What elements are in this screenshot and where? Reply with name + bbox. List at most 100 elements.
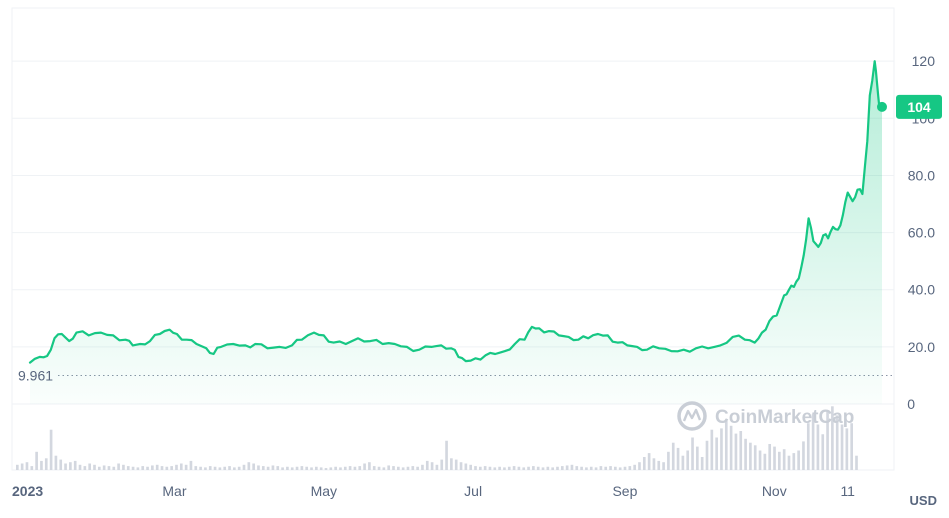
label-layer: 20.040.060.080.010012009.9612023MarMayJu… [12, 53, 942, 508]
volume-bar [806, 423, 810, 470]
volume-bar [392, 466, 395, 470]
volume-bar [329, 467, 333, 470]
current-price-dot [877, 101, 887, 112]
x-tick-label: Sep [612, 483, 637, 499]
volume-bar [792, 453, 796, 470]
volume-bar [541, 467, 545, 470]
volume-bar [739, 431, 743, 470]
volume-bar [503, 467, 506, 470]
volume-bar [397, 466, 400, 470]
volume-bar [430, 462, 434, 470]
volume-bar [276, 466, 280, 470]
volume-bar [49, 429, 53, 470]
volume-layer [16, 406, 858, 470]
volume-bar [189, 460, 193, 470]
volume-bar [305, 466, 309, 470]
plot-frame [11, 7, 895, 471]
volume-bar [594, 467, 598, 470]
y-tick-label: 20.0 [908, 339, 935, 355]
volume-bar [512, 466, 516, 470]
current-price-label: 104 [907, 99, 931, 115]
volume-bar [551, 467, 554, 470]
volume-bar [377, 466, 381, 470]
volume-bar [816, 424, 820, 470]
volume-bar [715, 437, 718, 470]
volume-bar [204, 467, 207, 470]
volume-bar [348, 466, 352, 470]
volume-bar [498, 466, 501, 470]
volume-bar [126, 466, 130, 470]
volume-bar [368, 462, 371, 470]
volume-bar [768, 444, 772, 470]
volume-bar [676, 447, 680, 470]
x-tick-label: Nov [762, 483, 787, 499]
volume-bar [474, 466, 477, 470]
volume-bar [237, 466, 241, 470]
volume-bar [382, 467, 386, 470]
volume-bar [647, 453, 651, 470]
y-tick-label-zero: 0 [907, 396, 915, 412]
volume-bar [213, 466, 217, 470]
volume-bar [97, 466, 101, 470]
volume-bar [749, 442, 752, 470]
volume-bar [64, 463, 67, 470]
volume-bar [705, 440, 709, 470]
volume-bar [469, 464, 473, 470]
volume-bar [821, 434, 825, 470]
volume-bar [696, 446, 699, 470]
volume-bar [681, 455, 685, 470]
volume-bar [507, 466, 511, 470]
line-layer [28, 60, 887, 364]
volume-bar [247, 462, 251, 470]
volume-bar [295, 466, 299, 470]
volume-bar [421, 464, 424, 470]
volume-bar [440, 459, 444, 470]
volume-bar [782, 449, 786, 470]
volume-bar [83, 466, 87, 470]
volume-bar [667, 451, 670, 470]
x-tick-label: Mar [162, 483, 186, 499]
volume-bar [797, 450, 800, 470]
volume-bar [93, 464, 96, 470]
watermark: CoinMarketCap [677, 401, 854, 431]
y-tick-label: 60.0 [908, 225, 935, 241]
volume-bar [724, 419, 728, 470]
volume-bar [628, 466, 632, 470]
volume-bar [575, 466, 579, 470]
volume-bar [194, 466, 198, 470]
volume-bar [334, 466, 337, 470]
price-area [30, 61, 882, 404]
volume-bar [483, 466, 487, 470]
volume-bar [638, 462, 641, 470]
volume-bar [662, 462, 665, 470]
volume-bar [609, 466, 612, 470]
x-tick-label: 11 [840, 483, 855, 499]
volume-bar [372, 466, 376, 470]
volume-bar [73, 460, 77, 470]
volume-bar [773, 446, 776, 470]
volume-bar [454, 459, 458, 470]
volume-bar [633, 464, 636, 470]
volume-bar [319, 467, 323, 470]
volume-bar [729, 425, 733, 470]
current-price-badge [896, 94, 942, 119]
volume-bar [517, 466, 521, 470]
volume-bar [25, 462, 29, 470]
volume-bar [835, 415, 839, 470]
volume-bar [744, 438, 747, 470]
volume-bar [170, 466, 173, 470]
volume-bar [464, 463, 468, 470]
x-tick-label: 2023 [12, 483, 43, 499]
volume-bar [734, 433, 738, 470]
price-line [28, 60, 884, 364]
volume-bar [315, 466, 318, 470]
area-layer [30, 61, 882, 404]
volume-bar [343, 466, 347, 470]
volume-bar [54, 455, 58, 470]
volume-bar [44, 458, 48, 470]
volume-bar [845, 428, 849, 470]
volume-bar [339, 467, 342, 470]
volume-bar [831, 406, 834, 470]
volume-bar [425, 460, 429, 470]
